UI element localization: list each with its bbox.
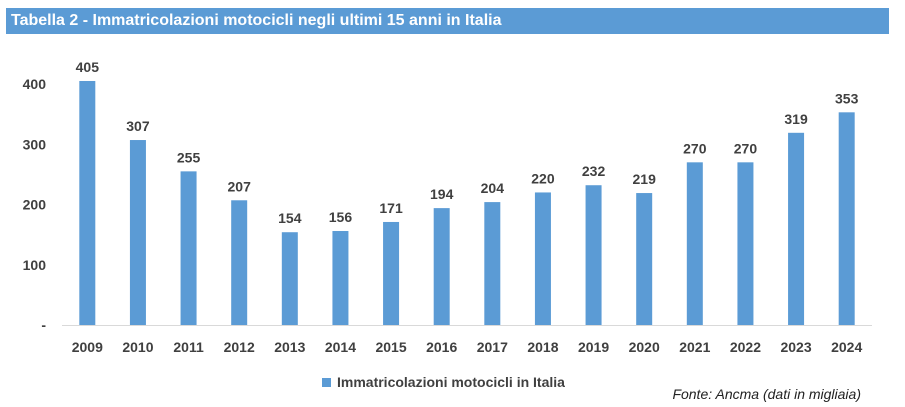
data-label-2022: 270	[734, 140, 758, 156]
legend-swatch	[322, 377, 331, 387]
data-label-2010: 307	[126, 118, 150, 134]
data-label-2024: 353	[835, 90, 859, 106]
chart-title: Tabella 2 - Immatricolazioni motocicli n…	[11, 12, 502, 29]
bar-2023	[788, 132, 805, 325]
chart-title-bar: Tabella 2 - Immatricolazioni motocicli n…	[6, 8, 889, 34]
data-label-2014: 156	[329, 209, 353, 225]
bar-2020	[636, 193, 653, 325]
data-label-2011: 255	[177, 149, 201, 165]
legend-label: Immatricolazioni motocicli in Italia	[337, 374, 565, 390]
data-label-2016: 194	[430, 186, 454, 202]
x-tick-label-2016: 2016	[426, 339, 457, 355]
legend: Immatricolazioni motocicli in Italia	[322, 373, 565, 391]
data-label-2012: 207	[228, 178, 252, 194]
x-tick-label-2010: 2010	[122, 339, 153, 355]
x-tick-label-2019: 2019	[578, 339, 609, 355]
bar-2012	[231, 200, 248, 325]
y-tick-label: -	[41, 317, 46, 333]
bar-2018	[534, 192, 551, 325]
x-tick-label-2018: 2018	[527, 339, 558, 355]
x-tick-label-2014: 2014	[325, 339, 356, 355]
bar-2010	[129, 140, 146, 325]
x-tick-label-2011: 2011	[173, 339, 204, 355]
y-tick-label: 200	[23, 197, 47, 213]
data-label-2019: 232	[582, 163, 606, 179]
data-label-2023: 319	[784, 111, 808, 127]
x-tick-label-2013: 2013	[274, 339, 305, 355]
x-tick-label-2023: 2023	[780, 339, 811, 355]
data-label-2015: 171	[379, 200, 403, 216]
data-label-2017: 204	[481, 180, 505, 196]
x-tick-label-2022: 2022	[730, 339, 761, 355]
x-tick-label-2021: 2021	[679, 339, 710, 355]
data-label-2021: 270	[683, 140, 707, 156]
data-label-2018: 220	[531, 170, 555, 186]
bar-2021	[686, 162, 703, 325]
source-note: Fonte: Ancma (dati in migliaia)	[672, 386, 861, 402]
x-tick-label-2017: 2017	[477, 339, 508, 355]
x-tick-label-2012: 2012	[224, 339, 255, 355]
data-label-2013: 154	[278, 210, 302, 226]
bar-2014	[332, 231, 349, 325]
y-tick-label: 300	[23, 136, 47, 152]
bar-2009	[79, 80, 96, 325]
bar-2017	[484, 202, 501, 325]
bar-2019	[585, 185, 602, 325]
data-label-2009: 405	[76, 59, 100, 75]
bar-2016	[433, 208, 450, 325]
y-tick-label: 400	[23, 76, 47, 92]
bar-2013	[281, 232, 298, 325]
x-tick-label-2009: 2009	[72, 339, 103, 355]
x-tick-label-2015: 2015	[375, 339, 406, 355]
bar-2011	[180, 171, 197, 325]
y-tick-label: 100	[23, 257, 47, 273]
x-tick-label-2024: 2024	[831, 339, 862, 355]
data-label-2020: 219	[633, 171, 657, 187]
bar-2015	[383, 221, 400, 325]
x-tick-label-2020: 2020	[629, 339, 660, 355]
bar-2022	[737, 162, 754, 325]
bar-2024	[838, 112, 855, 325]
